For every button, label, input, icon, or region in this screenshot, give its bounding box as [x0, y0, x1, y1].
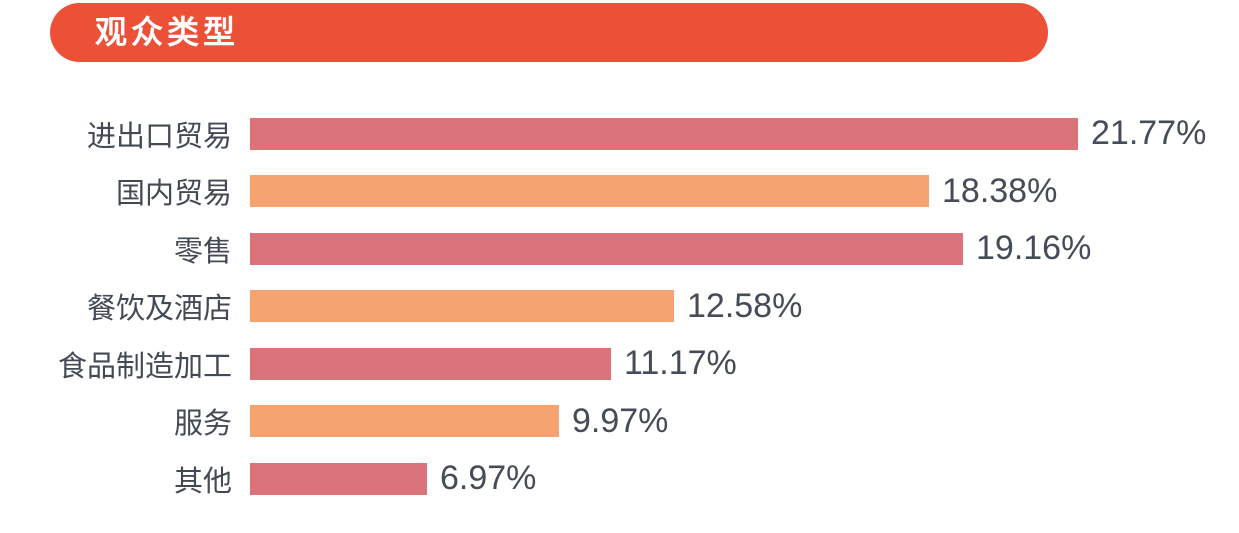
bar-row: 食品制造加工 11.17% [0, 335, 1239, 393]
category-label: 其他 [173, 465, 232, 498]
category-label: 进出口贸易 [86, 120, 232, 153]
value-label: 19.16% [976, 229, 1092, 268]
bar-row: 国内贸易 18.38% [0, 163, 1239, 221]
bar [250, 347, 611, 380]
value-label: 6.97% [440, 459, 537, 498]
value-label: 12.58% [687, 286, 803, 325]
section-header-banner: 观众类型 [50, 3, 1048, 62]
category-label: 食品制造加工 [57, 350, 232, 383]
value-label: 21.77% [1091, 114, 1207, 153]
value-label: 11.17% [624, 344, 737, 383]
bar [250, 462, 427, 495]
bar-row: 其他 6.97% [0, 450, 1239, 508]
bar [250, 232, 963, 265]
category-label: 服务 [173, 408, 232, 441]
bar [250, 290, 674, 323]
bar [250, 117, 1078, 150]
value-label: 9.97% [572, 401, 669, 440]
bar-row: 进出口贸易 21.77% [0, 105, 1239, 163]
bar [250, 175, 929, 208]
horizontal-bar-chart: 进出口贸易 21.77% 国内贸易 18.38% 零售 19.16% 餐饮及酒店… [0, 105, 1239, 508]
bar-row: 餐饮及酒店 12.58% [0, 278, 1239, 336]
bar-row: 零售 19.16% [0, 220, 1239, 278]
value-label: 18.38% [942, 171, 1058, 210]
category-label: 零售 [173, 235, 232, 268]
bar-row: 服务 9.97% [0, 393, 1239, 451]
bar [250, 405, 559, 438]
category-label: 餐饮及酒店 [86, 293, 232, 326]
section-title: 观众类型 [95, 14, 240, 50]
category-label: 国内贸易 [115, 178, 232, 211]
